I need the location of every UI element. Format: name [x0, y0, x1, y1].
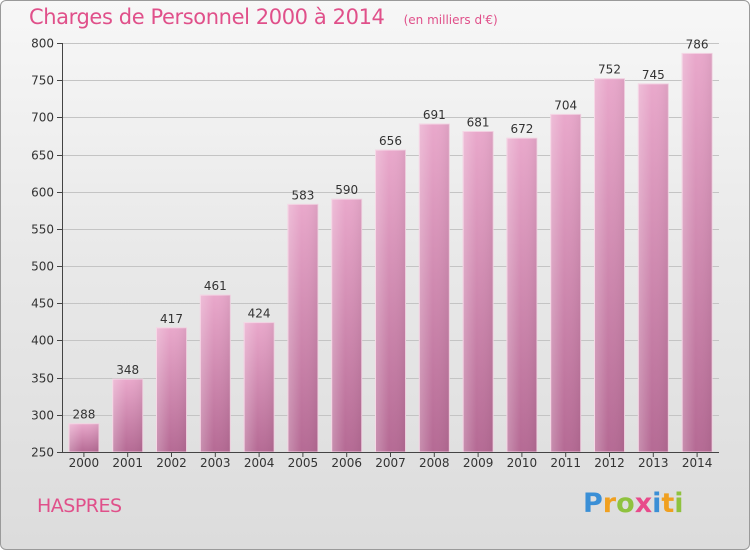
value-label-2003: 461 [204, 279, 227, 293]
x-tick-label-2009: 2009 [463, 456, 494, 470]
title-row: Charges de Personnel 2000 à 2014 (en mil… [29, 5, 498, 29]
bar-shine-2007 [375, 150, 406, 453]
x-tick-label-2013: 2013 [638, 456, 669, 470]
value-label-2002: 417 [160, 312, 183, 326]
bar-shine-2011 [550, 114, 581, 452]
x-tick-label-2006: 2006 [331, 456, 362, 470]
y-tick-label: 750 [31, 74, 54, 88]
logo-letter: P [583, 488, 603, 519]
bar-shine-2006 [331, 199, 362, 452]
bar-shine-2008 [419, 124, 450, 452]
y-tick-label: 400 [31, 334, 54, 348]
value-label-2011: 704 [554, 98, 577, 112]
logo-letter: i [674, 488, 684, 519]
logo-letter: r [602, 488, 617, 519]
x-tick-label-2007: 2007 [375, 456, 406, 470]
logo-letter: t [661, 488, 675, 519]
logo-letter: o [616, 488, 635, 519]
y-tick-label: 250 [31, 446, 54, 460]
proxiti-logo: Proxiti [583, 488, 684, 519]
x-tick-label-2001: 2001 [112, 456, 143, 470]
x-tick-label-2008: 2008 [419, 456, 450, 470]
y-tick-label: 450 [31, 297, 54, 311]
bar-shine-2003 [200, 295, 231, 452]
logo-letter: x [634, 488, 653, 519]
y-tick-label: 600 [31, 186, 54, 200]
value-label-2013: 745 [642, 68, 665, 82]
y-tick-label: 300 [31, 409, 54, 423]
bar-shine-2010 [506, 138, 537, 452]
bar-shine-2005 [287, 204, 318, 452]
value-label-2007: 656 [379, 134, 402, 148]
y-tick-label: 500 [31, 260, 54, 274]
value-label-2010: 672 [510, 122, 533, 136]
value-label-2004: 424 [248, 307, 271, 321]
place-name: HASPRES [37, 495, 122, 517]
bar-shine-2001 [112, 379, 143, 452]
chart-title: Charges de Personnel 2000 à 2014 [29, 5, 385, 29]
bar-shine-2002 [156, 327, 187, 452]
x-tick-label-2010: 2010 [507, 456, 538, 470]
bar-shine-2000 [68, 423, 99, 452]
x-tick-label-2003: 2003 [200, 456, 231, 470]
y-tick-label: 550 [31, 223, 54, 237]
value-label-2014: 786 [686, 37, 709, 51]
y-tick-label: 700 [31, 111, 54, 125]
bar-shine-2012 [594, 78, 625, 452]
y-tick-label: 350 [31, 372, 54, 386]
value-label-2012: 752 [598, 63, 621, 77]
chart-subtitle: (en milliers d'€) [403, 13, 498, 27]
value-label-2005: 583 [291, 188, 314, 202]
value-label-2009: 681 [467, 115, 490, 129]
x-tick-label-2014: 2014 [682, 456, 713, 470]
value-label-2001: 348 [116, 363, 139, 377]
x-tick-label-2005: 2005 [288, 456, 319, 470]
value-label-2000: 288 [72, 408, 95, 422]
bar-shine-2014 [682, 53, 713, 452]
x-tick-label-2000: 2000 [69, 456, 100, 470]
y-tick-label: 650 [31, 149, 54, 163]
y-tick-label: 800 [31, 37, 54, 51]
x-tick-label-2011: 2011 [550, 456, 581, 470]
value-label-2008: 691 [423, 108, 446, 122]
bar-shine-2013 [638, 83, 669, 453]
bar-shine-2009 [463, 131, 494, 452]
bar-shine-2004 [244, 322, 275, 452]
logo-letter: i [652, 488, 662, 519]
x-tick-label-2012: 2012 [594, 456, 625, 470]
value-label-2006: 590 [335, 183, 358, 197]
x-tick-label-2004: 2004 [244, 456, 275, 470]
x-tick-label-2002: 2002 [156, 456, 187, 470]
